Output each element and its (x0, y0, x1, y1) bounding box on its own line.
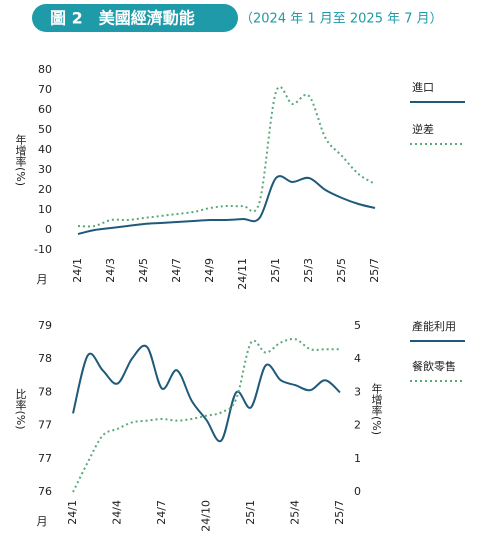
legend-label: 逆差 (412, 122, 434, 136)
x-axis-label: 月 (37, 273, 48, 286)
y-axis-label: 年增率(%) (14, 133, 27, 186)
y-tick-label: 60 (38, 103, 52, 116)
y2-tick-label: 1 (354, 452, 361, 465)
y-tick-label: 10 (38, 203, 52, 216)
x-tick-label: 24/9 (203, 258, 216, 283)
x-tick-label: 24/11 (236, 258, 249, 290)
x-tick-label: 24/7 (170, 258, 183, 283)
y-tick-label: 78 (38, 385, 52, 398)
y-tick-label: 79 (38, 319, 52, 332)
title-pill (32, 4, 238, 32)
y-tick-label: 0 (45, 223, 52, 236)
series-line (77, 175, 376, 235)
y2-axis-label: 年增率(%) (370, 382, 383, 435)
x-tick-label: 24/1 (66, 500, 79, 525)
x-tick-label: 25/3 (302, 258, 315, 283)
x-tick-label: 24/4 (111, 500, 124, 525)
y2-tick-label: 3 (354, 385, 361, 398)
subtitle: （2024 年 1 月至 2025 年 7 月） (240, 12, 443, 27)
y-axis-label: 比率(%) (14, 388, 27, 429)
y-tick-label: 80 (38, 63, 52, 76)
legend-label: 產能利用 (412, 319, 456, 333)
x-tick-label: 25/5 (335, 258, 348, 283)
x-tick-label: 25/7 (368, 258, 381, 283)
y-tick-label: 77 (38, 452, 52, 465)
y-tick-label: 78 (38, 352, 52, 365)
y2-tick-label: 4 (354, 352, 361, 365)
x-tick-label: 25/7 (333, 500, 346, 525)
series-line (77, 85, 376, 228)
y-tick-label: 50 (38, 123, 52, 136)
y-tick-label: 20 (38, 183, 52, 196)
series-line (72, 338, 340, 493)
title: 圖 2 美國經濟動能 (50, 9, 195, 28)
x-tick-label: 24/10 (200, 500, 213, 532)
x-tick-label: 25/1 (244, 500, 257, 525)
x-tick-label: 24/1 (71, 258, 84, 283)
y-tick-label: 70 (38, 83, 52, 96)
x-axis-label: 月 (37, 515, 48, 528)
x-tick-label: 24/3 (104, 258, 117, 283)
legend-label: 進口 (412, 81, 434, 94)
x-tick-label: 24/7 (155, 500, 168, 525)
y2-tick-label: 0 (354, 485, 361, 498)
y2-tick-label: 5 (354, 319, 361, 332)
x-tick-label: 25/4 (289, 500, 302, 525)
y-tick-label: 30 (38, 163, 52, 176)
y-tick-label: 76 (38, 485, 52, 498)
x-tick-label: 24/5 (137, 258, 150, 283)
y-tick-label: 77 (38, 419, 52, 432)
y2-tick-label: 2 (354, 419, 361, 432)
y-tick-label: -10 (34, 243, 52, 256)
x-tick-label: 25/1 (269, 258, 282, 283)
y-tick-label: 40 (38, 143, 52, 156)
legend-label: 餐飲零售 (412, 359, 456, 373)
series-line (72, 344, 341, 443)
